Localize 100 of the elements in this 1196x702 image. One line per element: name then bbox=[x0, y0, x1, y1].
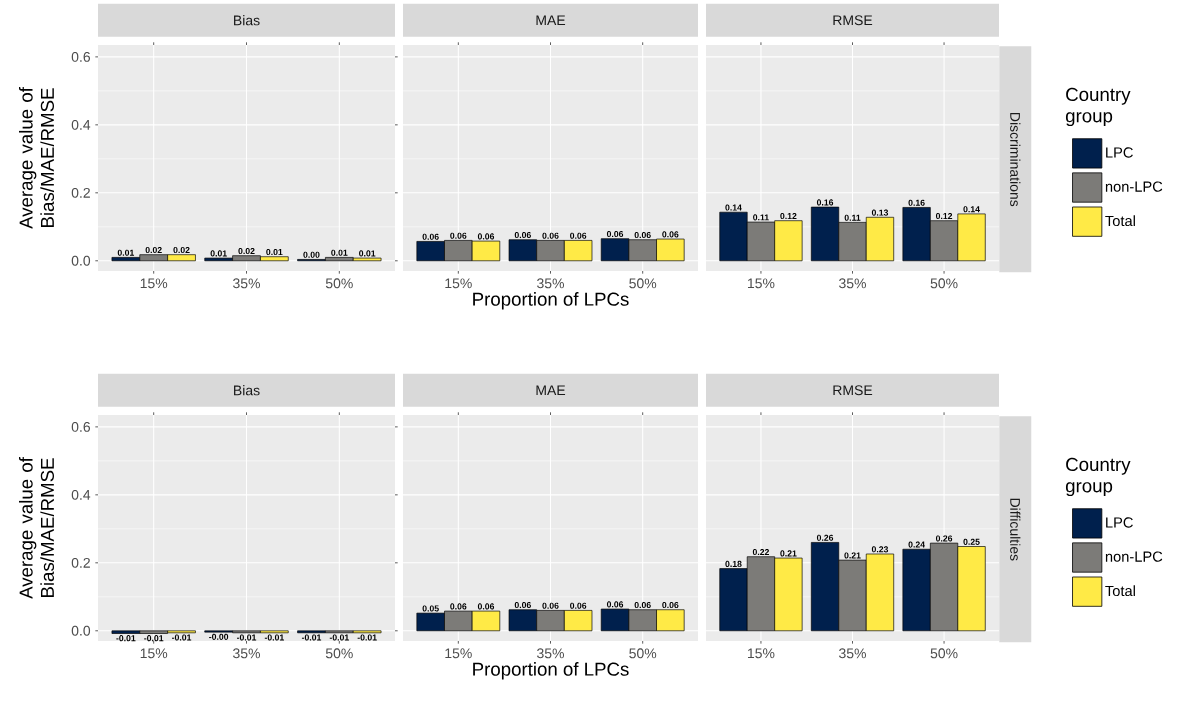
y-axis-title: Average value of Bias/MAE/RMSE bbox=[18, 457, 55, 599]
data-label: 0.24 bbox=[908, 541, 925, 548]
data-label: -0.01 bbox=[236, 634, 257, 641]
data-label: 0.11 bbox=[753, 214, 769, 221]
data-label: 0.11 bbox=[844, 214, 861, 221]
x-tick-label: 50% bbox=[629, 648, 657, 659]
data-label: 0.06 bbox=[542, 602, 559, 609]
x-axis-title: Proportion of LPCs bbox=[473, 292, 629, 310]
data-label: 0.06 bbox=[634, 231, 651, 239]
x-tick-label: 50% bbox=[629, 278, 657, 289]
data-label: 0.21 bbox=[844, 552, 861, 559]
data-label: 0.25 bbox=[963, 538, 980, 545]
data-label: 0.06 bbox=[634, 601, 651, 609]
x-axis-title: Proportion of LPCs bbox=[473, 662, 629, 680]
data-label: -0.01 bbox=[329, 634, 349, 641]
x-tick-label: 15% bbox=[748, 648, 775, 659]
legend-label: non-LPC bbox=[1105, 551, 1163, 562]
data-label: 0.26 bbox=[935, 535, 953, 542]
data-label: 0.06 bbox=[422, 233, 439, 240]
y-tick-label: 0.0 bbox=[71, 625, 91, 636]
data-label: -0.01 bbox=[172, 634, 192, 641]
legend-label: Total bbox=[1105, 215, 1135, 227]
x-tick-label: 35% bbox=[839, 278, 866, 289]
y-tick-label: 0.0 bbox=[71, 255, 91, 266]
chart-title: RMSE bbox=[833, 385, 873, 396]
chart-title: MAE bbox=[536, 15, 566, 26]
data-label: 0.05 bbox=[422, 605, 439, 612]
data-label: 0.06 bbox=[514, 231, 531, 239]
data-label: 0.23 bbox=[871, 546, 889, 553]
data-label: 0.18 bbox=[725, 560, 742, 567]
legend-title: Country group bbox=[1065, 87, 1131, 127]
data-label: 0.01 bbox=[331, 249, 348, 256]
y-tick-label: 0.4 bbox=[71, 489, 91, 500]
data-label: 0.06 bbox=[570, 602, 587, 609]
data-label: 0.16 bbox=[908, 199, 925, 206]
data-label: 0.06 bbox=[450, 232, 467, 239]
data-label: 0.06 bbox=[477, 603, 495, 610]
data-label: 0.01 bbox=[266, 248, 283, 256]
x-tick-label: 15% bbox=[445, 648, 472, 659]
x-tick-label: 50% bbox=[325, 278, 353, 289]
x-tick-label: 35% bbox=[233, 278, 260, 289]
x-tick-label: 35% bbox=[233, 648, 260, 659]
y-axis-title: Average value of Bias/MAE/RMSE bbox=[18, 87, 55, 229]
data-label: 0.16 bbox=[816, 199, 834, 206]
data-label: -0.00 bbox=[209, 633, 229, 640]
data-label: 0.06 bbox=[542, 232, 559, 239]
data-label: 0.06 bbox=[450, 603, 467, 610]
data-label: -0.01 bbox=[301, 634, 322, 641]
data-label: -0.01 bbox=[357, 634, 377, 641]
legend-label: Total bbox=[1105, 585, 1135, 597]
data-label: 0.01 bbox=[359, 250, 376, 257]
x-tick-label: 15% bbox=[140, 648, 168, 659]
text: Difficulties bbox=[1010, 498, 1021, 561]
legend-label: non-LPC bbox=[1105, 181, 1163, 192]
x-tick-label: 50% bbox=[930, 648, 958, 659]
x-tick-label: 50% bbox=[325, 648, 353, 659]
legend-title: Country group bbox=[1065, 457, 1131, 497]
data-label: -0.01 bbox=[116, 635, 136, 642]
y-tick-label: 0.6 bbox=[71, 51, 91, 62]
legend-label: LPC bbox=[1106, 147, 1133, 158]
y-tick-label: 0.2 bbox=[71, 187, 90, 198]
data-label: 0.13 bbox=[871, 209, 889, 216]
chart-title: Bias bbox=[234, 385, 260, 396]
data-label: 0.02 bbox=[238, 247, 255, 255]
y-tick-label: 0.6 bbox=[71, 421, 91, 432]
data-label: 0.22 bbox=[752, 548, 770, 556]
data-label: 0.06 bbox=[570, 232, 587, 239]
data-label: 0.12 bbox=[935, 212, 953, 220]
data-label: 0.06 bbox=[662, 601, 679, 609]
data-label: 0.06 bbox=[514, 601, 531, 609]
text: Discriminations bbox=[1010, 113, 1021, 207]
data-label: 0.26 bbox=[816, 534, 834, 541]
data-label: 0.14 bbox=[963, 206, 980, 213]
chart-title: Bias bbox=[234, 15, 260, 26]
x-tick-label: 15% bbox=[748, 278, 775, 289]
data-label: 0.06 bbox=[477, 233, 495, 240]
data-label: 0.01 bbox=[210, 250, 227, 257]
x-tick-label: 50% bbox=[930, 278, 958, 289]
data-label: 0.06 bbox=[606, 601, 624, 608]
data-label: 0.02 bbox=[145, 246, 162, 254]
data-label: 0.06 bbox=[662, 231, 679, 238]
data-label: 0.06 bbox=[606, 230, 624, 238]
data-label: 0.00 bbox=[303, 251, 320, 258]
chart-title: RMSE bbox=[833, 15, 873, 26]
data-label: 0.01 bbox=[117, 249, 135, 256]
x-tick-label: 35% bbox=[537, 278, 565, 289]
data-label: -0.01 bbox=[144, 635, 164, 642]
y-tick-label: 0.4 bbox=[71, 119, 91, 130]
data-label: -0.01 bbox=[264, 634, 284, 641]
x-tick-label: 15% bbox=[140, 278, 168, 289]
data-label: 0.12 bbox=[780, 212, 797, 220]
y-tick-label: 0.2 bbox=[71, 557, 90, 568]
data-label: 0.02 bbox=[173, 246, 190, 254]
legend-label: LPC bbox=[1106, 517, 1133, 528]
x-tick-label: 35% bbox=[839, 648, 866, 659]
data-label: 0.21 bbox=[780, 550, 797, 557]
x-tick-label: 35% bbox=[537, 648, 565, 659]
chart-title: MAE bbox=[536, 385, 566, 396]
data-label: 0.14 bbox=[725, 204, 742, 211]
x-tick-label: 15% bbox=[445, 278, 472, 289]
